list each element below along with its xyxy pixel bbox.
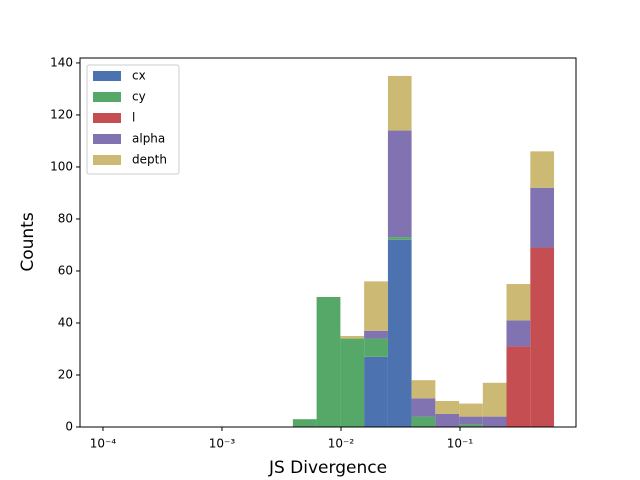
histogram-bar xyxy=(459,424,483,427)
histogram-bar xyxy=(364,281,388,331)
histogram-bar xyxy=(530,187,555,248)
histogram-bar xyxy=(506,283,531,321)
histogram-bar xyxy=(506,320,531,347)
histogram-bar xyxy=(530,247,555,427)
y-tick-label: 0 xyxy=(65,420,73,434)
legend-swatch xyxy=(93,155,121,165)
histogram-bar xyxy=(387,130,412,238)
histogram-bar xyxy=(292,419,317,427)
legend-label: cy xyxy=(132,90,146,104)
y-tick-label: 120 xyxy=(50,107,73,121)
histogram-bar xyxy=(364,338,388,357)
histogram-bar xyxy=(506,346,531,427)
plot-area xyxy=(292,75,555,427)
y-tick-label: 60 xyxy=(58,263,73,277)
x-tick-label: 10⁻³ xyxy=(209,437,236,451)
histogram-bar xyxy=(411,398,436,417)
histogram-bar xyxy=(482,416,507,427)
legend-swatch xyxy=(93,134,121,144)
legend-label: l xyxy=(132,111,135,125)
histogram-bar xyxy=(435,400,460,414)
y-tick-label: 100 xyxy=(50,159,73,173)
y-tick-label: 80 xyxy=(58,211,73,225)
legend-label: cx xyxy=(132,69,146,83)
histogram-bar xyxy=(459,403,483,417)
legend-label: alpha xyxy=(132,132,165,146)
legend-swatch xyxy=(93,113,121,123)
y-tick-label: 140 xyxy=(50,55,73,69)
y-tick-label: 40 xyxy=(58,315,73,329)
legend-swatch xyxy=(93,71,121,81)
histogram-bar xyxy=(364,330,388,339)
x-tick-label: 10⁻⁴ xyxy=(90,437,117,451)
x-axis-label: JS Divergence xyxy=(268,458,387,478)
y-tick-label: 20 xyxy=(58,367,73,381)
histogram-bar xyxy=(387,239,412,427)
histogram-bar xyxy=(530,151,555,188)
histogram-bar xyxy=(364,356,388,427)
histogram-bar xyxy=(482,382,507,417)
x-tick-label: 10⁻² xyxy=(328,437,355,451)
legend-swatch xyxy=(93,92,121,102)
histogram-bar xyxy=(459,416,483,425)
y-axis-label: Counts xyxy=(18,212,38,271)
histogram-bar xyxy=(387,237,412,240)
axes-frame xyxy=(79,57,577,428)
histogram-bar xyxy=(435,413,460,427)
histogram-bar xyxy=(316,296,341,427)
x-tick-label: 10⁻¹ xyxy=(447,437,474,451)
histogram-bar xyxy=(340,335,365,339)
legend-label: depth xyxy=(132,153,167,167)
histogram-bar xyxy=(387,75,412,131)
histogram-bar xyxy=(411,416,436,427)
histogram-bar xyxy=(411,380,436,399)
histogram-bar xyxy=(340,338,365,427)
